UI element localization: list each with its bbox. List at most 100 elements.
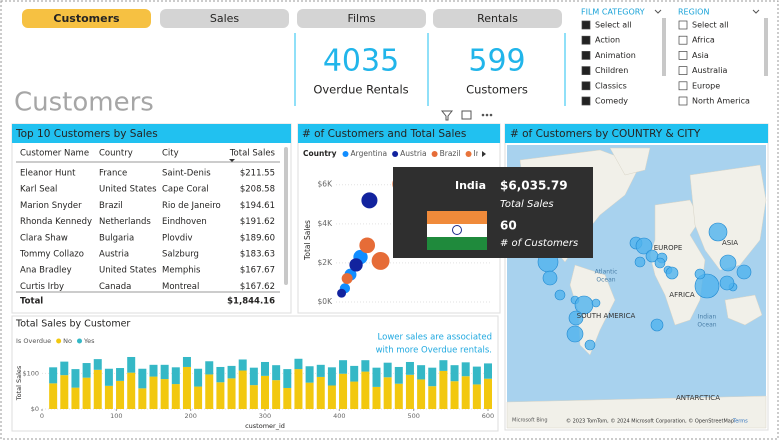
bar-segment[interactable] bbox=[149, 364, 158, 377]
bar-segment[interactable] bbox=[71, 369, 80, 388]
map-bubble[interactable] bbox=[694, 268, 706, 280]
map-bubble[interactable] bbox=[719, 254, 737, 272]
bar-segment[interactable] bbox=[417, 379, 426, 409]
bar-segment[interactable] bbox=[383, 377, 392, 409]
bar-segment[interactable] bbox=[194, 368, 203, 387]
map-bubble[interactable] bbox=[708, 222, 728, 242]
legend-arrow[interactable] bbox=[482, 151, 486, 157]
checkbox[interactable] bbox=[678, 20, 688, 30]
map-bubble[interactable] bbox=[634, 256, 646, 268]
scrollbar[interactable] bbox=[764, 18, 768, 76]
bar-segment[interactable] bbox=[127, 372, 136, 409]
checkbox[interactable] bbox=[678, 66, 688, 75]
bar-segment[interactable] bbox=[160, 364, 169, 380]
bar-segment[interactable] bbox=[439, 360, 448, 371]
bar-segment[interactable] bbox=[461, 376, 470, 409]
column-header[interactable]: Country bbox=[99, 149, 133, 159]
bar-segment[interactable] bbox=[305, 382, 314, 409]
checkbox[interactable] bbox=[678, 81, 688, 91]
legend-label[interactable]: Yes bbox=[83, 337, 95, 345]
checkbox[interactable] bbox=[581, 51, 591, 60]
checkbox[interactable] bbox=[678, 51, 688, 60]
filter-item[interactable]: Select all bbox=[595, 21, 632, 30]
map-bubble[interactable] bbox=[719, 275, 735, 291]
tab[interactable] bbox=[433, 9, 562, 28]
map-bubble[interactable] bbox=[568, 310, 584, 326]
filter-item[interactable]: Action bbox=[595, 36, 620, 45]
bar-segment[interactable] bbox=[383, 362, 392, 378]
scatter-point[interactable] bbox=[341, 273, 353, 285]
bar-segment[interactable] bbox=[60, 375, 69, 409]
bar-segment[interactable] bbox=[461, 362, 470, 377]
bar-segment[interactable] bbox=[394, 366, 403, 384]
chevron[interactable] bbox=[752, 9, 760, 14]
column-header[interactable]: City bbox=[162, 149, 179, 159]
tab[interactable] bbox=[160, 9, 289, 28]
filter-item[interactable]: Classics bbox=[595, 81, 627, 90]
bar-segment[interactable] bbox=[138, 368, 147, 389]
filter-item[interactable]: Asia bbox=[692, 51, 709, 60]
tab-label[interactable]: Customers bbox=[53, 12, 120, 25]
bar-segment[interactable] bbox=[82, 377, 91, 409]
map-bubble[interactable] bbox=[542, 270, 558, 286]
bar-segment[interactable] bbox=[49, 367, 58, 384]
map-bubble[interactable] bbox=[650, 318, 664, 332]
column-header[interactable]: Customer Name bbox=[20, 149, 89, 159]
bar-segment[interactable] bbox=[205, 374, 214, 409]
bar-segment[interactable] bbox=[372, 386, 381, 409]
sort-arrow[interactable] bbox=[229, 159, 235, 162]
bar-segment[interactable] bbox=[450, 365, 459, 382]
tab-label[interactable]: Rentals bbox=[477, 12, 518, 25]
filter-item[interactable]: North America bbox=[692, 97, 750, 106]
bar-segment[interactable] bbox=[472, 366, 481, 385]
bar-segment[interactable] bbox=[149, 376, 158, 409]
filter-item[interactable]: Comedy bbox=[595, 97, 628, 106]
bar-segment[interactable] bbox=[372, 367, 381, 387]
bar-segment[interactable] bbox=[405, 374, 414, 409]
bar-segment[interactable] bbox=[439, 370, 448, 409]
bar-segment[interactable] bbox=[160, 379, 169, 409]
legend-label[interactable]: India bbox=[474, 149, 492, 158]
bar-segment[interactable] bbox=[361, 360, 370, 372]
bar-segment[interactable] bbox=[171, 367, 180, 385]
bar-segment[interactable] bbox=[305, 366, 314, 383]
map-bubble[interactable] bbox=[736, 264, 752, 280]
bar-segment[interactable] bbox=[249, 367, 258, 386]
bar-segment[interactable] bbox=[484, 363, 492, 379]
bar-segment[interactable] bbox=[428, 386, 437, 409]
bar-segment[interactable] bbox=[272, 380, 281, 409]
bar-segment[interactable] bbox=[339, 360, 348, 374]
bar-segment[interactable] bbox=[182, 356, 191, 367]
scatter-point[interactable] bbox=[337, 288, 347, 298]
bar-segment[interactable] bbox=[93, 359, 102, 370]
map-bubble[interactable] bbox=[566, 325, 584, 343]
bar-segment[interactable] bbox=[261, 361, 269, 376]
bar-segment[interactable] bbox=[339, 373, 348, 409]
visual-icons[interactable] bbox=[440, 110, 493, 121]
bar-segment[interactable] bbox=[450, 381, 459, 409]
filter-item[interactable]: Australia bbox=[692, 66, 727, 75]
legend-label[interactable]: No bbox=[63, 337, 72, 345]
tab[interactable] bbox=[297, 9, 426, 28]
scatter-point[interactable] bbox=[361, 192, 378, 209]
bar-segment[interactable] bbox=[405, 361, 414, 375]
checkbox[interactable] bbox=[678, 35, 688, 45]
bar-segment[interactable] bbox=[428, 367, 437, 387]
bar-segment[interactable] bbox=[261, 375, 269, 409]
scrollbar[interactable] bbox=[662, 18, 666, 76]
bar-segment[interactable] bbox=[104, 368, 113, 386]
legend-label[interactable]: Argentina bbox=[351, 149, 388, 158]
bar-segment[interactable] bbox=[238, 370, 247, 409]
bar-segment[interactable] bbox=[227, 378, 236, 409]
bar-segment[interactable] bbox=[49, 383, 58, 409]
filter-item[interactable]: Select all bbox=[692, 21, 729, 30]
bar-segment[interactable] bbox=[472, 384, 481, 409]
bar-segment[interactable] bbox=[227, 365, 236, 379]
map-bubble[interactable] bbox=[654, 257, 666, 269]
bar-segment[interactable] bbox=[327, 367, 336, 386]
tab[interactable] bbox=[22, 9, 151, 28]
bar-segment[interactable] bbox=[350, 381, 359, 409]
legend-label[interactable]: Brazil bbox=[440, 149, 461, 158]
bar-segment[interactable] bbox=[272, 365, 281, 381]
scrollbar[interactable] bbox=[284, 147, 288, 285]
